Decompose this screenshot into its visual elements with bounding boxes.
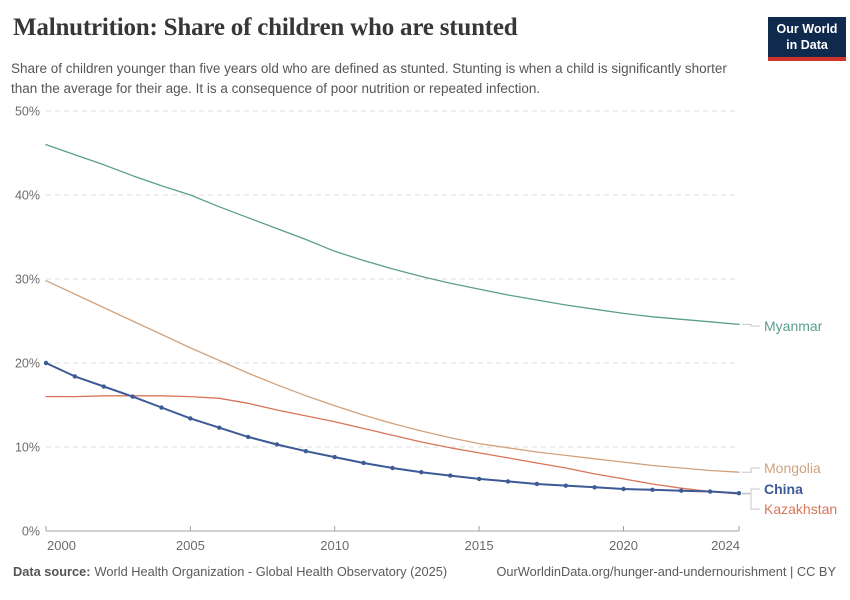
data-point-china[interactable] [505, 479, 511, 484]
owid-logo[interactable]: Our World in Data [768, 17, 846, 61]
chart-footer: Data source: World Health Organization - … [13, 564, 836, 579]
attribution-link[interactable]: OurWorldinData.org/hunger-and-undernouri… [496, 564, 836, 579]
series-line-myanmar[interactable] [45, 143, 740, 326]
data-point-china[interactable] [361, 460, 366, 466]
label-connector-mongolia [742, 467, 760, 473]
data-point-china[interactable] [130, 394, 135, 399]
label-connector-myanmar [742, 323, 760, 327]
y-axis-label-20: 20% [15, 357, 40, 371]
label-connector-china [742, 488, 760, 494]
series-line-kazakhstan[interactable] [45, 395, 740, 495]
series-label-mongolia[interactable]: Mongolia [764, 460, 821, 476]
series-label-kazakhstan[interactable]: Kazakhstan [764, 501, 837, 517]
owid-logo-line2: in Data [786, 38, 828, 53]
data-source-label: Data source: [13, 564, 91, 579]
y-axis-label-40: 40% [15, 189, 40, 203]
data-point-china[interactable] [303, 449, 309, 454]
x-axis-label-2000: 2000 [47, 538, 76, 553]
series-label-myanmar[interactable]: Myanmar [764, 318, 823, 334]
x-axis-label-2020: 2020 [609, 538, 638, 553]
series-label-china[interactable]: China [764, 481, 803, 497]
x-axis-label-2005: 2005 [176, 538, 205, 553]
owid-logo-line1: Our World [776, 22, 838, 36]
series-line-china[interactable] [45, 362, 740, 495]
data-point-china[interactable] [274, 442, 280, 447]
y-axis-label-10: 10% [15, 441, 40, 455]
data-point-china[interactable] [159, 405, 164, 410]
data-point-china[interactable] [101, 384, 106, 389]
data-point-china[interactable] [592, 485, 597, 490]
data-point-china[interactable] [679, 488, 684, 493]
data-point-china[interactable] [332, 454, 337, 460]
label-connector-kazakhstan [742, 493, 760, 510]
data-point-china[interactable] [245, 434, 251, 440]
x-axis-label-2015: 2015 [465, 538, 494, 553]
data-point-china[interactable] [72, 374, 78, 379]
data-source-text: World Health Organization - Global Healt… [94, 564, 448, 579]
data-point-china[interactable] [419, 470, 424, 475]
data-point-china[interactable] [43, 360, 49, 366]
y-axis-label-30: 30% [15, 273, 40, 287]
chart-subtitle: Share of children younger than five year… [11, 61, 727, 96]
y-axis-label-50: 50% [15, 105, 40, 119]
data-point-china[interactable] [707, 489, 713, 494]
chart-title: Malnutrition: Share of children who are … [13, 14, 518, 41]
data-point-china[interactable] [736, 491, 742, 496]
data-point-china[interactable] [650, 487, 655, 493]
x-axis-label-2010: 2010 [320, 538, 349, 553]
data-point-china[interactable] [448, 473, 453, 478]
x-axis-label-2024: 2024 [711, 538, 740, 553]
data-source: Data source: World Health Organization - … [13, 564, 447, 579]
data-point-china[interactable] [534, 481, 540, 487]
data-point-china[interactable] [390, 465, 395, 471]
data-point-china[interactable] [563, 483, 568, 488]
data-point-china[interactable] [217, 425, 222, 430]
data-point-china[interactable] [621, 486, 626, 492]
y-axis-label-0: 0% [22, 525, 40, 539]
series-line-mongolia[interactable] [45, 280, 740, 473]
data-point-china[interactable] [476, 476, 482, 482]
data-point-china[interactable] [188, 416, 193, 421]
